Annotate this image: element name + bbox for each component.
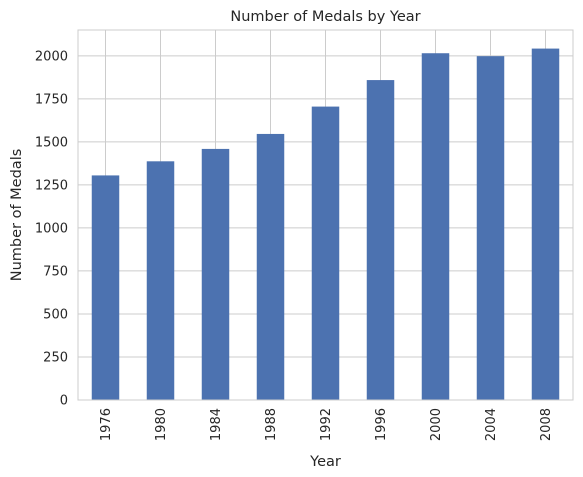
y-tick-label: 1500 — [35, 135, 68, 150]
bar-1996 — [366, 80, 395, 400]
y-tick-labels: 0 250 500 750 1000 1250 1500 1750 2000 — [35, 49, 68, 408]
y-tick-label: 2000 — [35, 49, 68, 64]
x-tick-label: 1996 — [374, 408, 389, 441]
chart-title: Number of Medals by Year — [230, 9, 420, 25]
x-tick-label: 2000 — [429, 408, 444, 441]
x-tick-label: 1988 — [264, 408, 279, 441]
x-tick-labels: 1976 1980 1984 1988 1992 1996 2000 2004 2008 — [99, 408, 554, 441]
bar-2008 — [531, 48, 560, 400]
y-tick-label: 0 — [60, 394, 68, 409]
x-tick-label: 1992 — [319, 408, 334, 441]
x-tick-label: 2008 — [539, 408, 554, 441]
plot-frame — [77, 29, 574, 401]
bar-1980 — [146, 161, 175, 400]
y-tick-label: 1250 — [35, 178, 68, 193]
y-tick-label: 500 — [43, 307, 68, 322]
bar-1984 — [201, 148, 230, 400]
x-tick-label: 1984 — [209, 408, 224, 441]
x-tick-label: 1976 — [99, 408, 114, 441]
bar-2000 — [421, 53, 450, 401]
y-axis-label: Number of Medals — [9, 149, 25, 282]
bar-1976 — [91, 175, 120, 400]
bar-2004 — [476, 56, 505, 400]
y-tick-label: 1750 — [35, 92, 68, 107]
y-tick-label: 250 — [43, 350, 68, 365]
x-tick-label: 1980 — [154, 408, 169, 441]
bar-1992 — [311, 106, 340, 401]
bar-1988 — [256, 133, 285, 400]
x-axis-label: Year — [309, 454, 341, 470]
y-tick-label: 1000 — [35, 221, 68, 236]
x-tick-label: 2004 — [484, 408, 499, 441]
y-tick-label: 750 — [43, 264, 68, 279]
bars — [91, 48, 560, 401]
